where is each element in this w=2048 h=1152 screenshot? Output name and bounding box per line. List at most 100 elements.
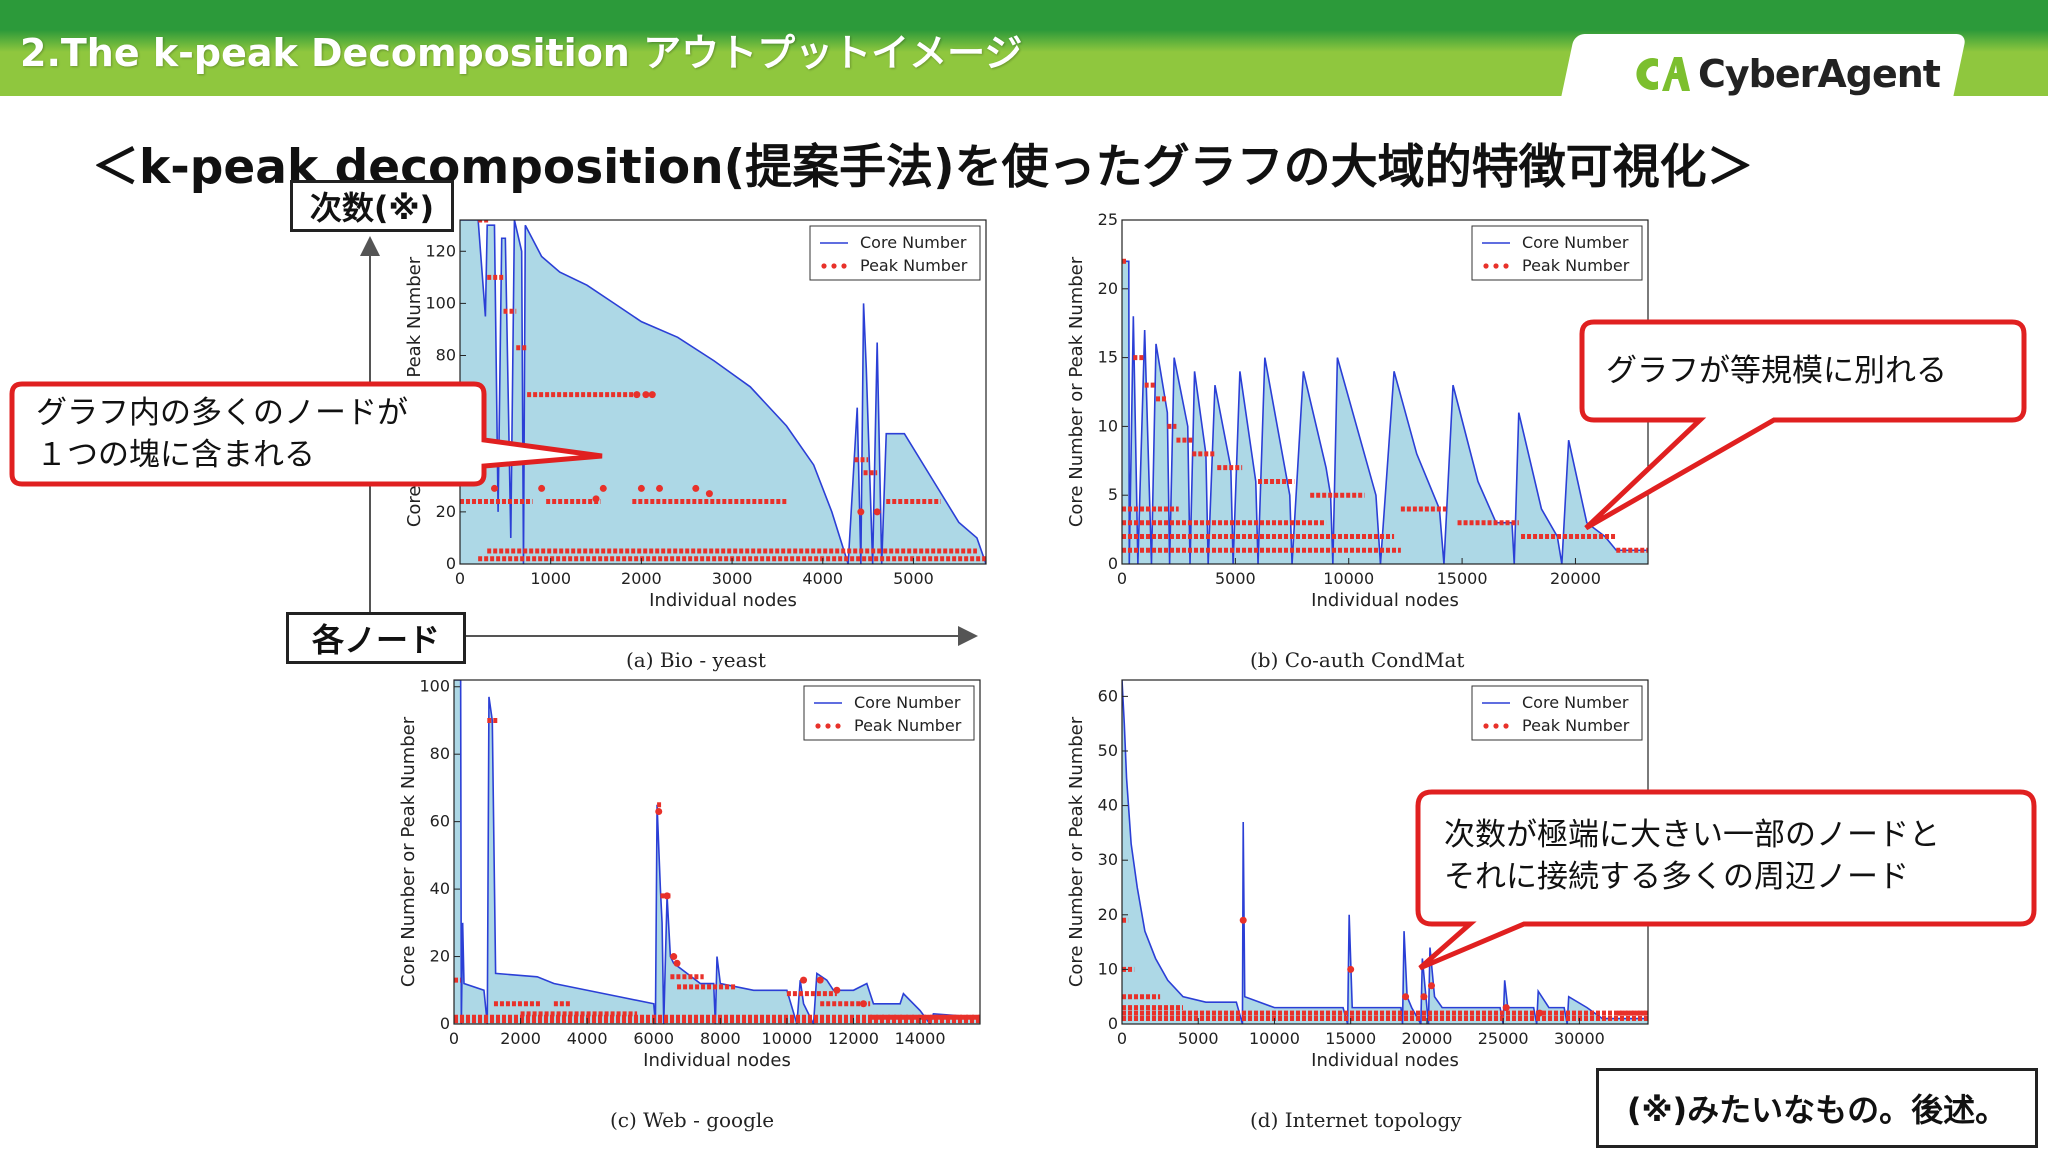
y-tick-label: 0 [440,1014,450,1033]
peak-number-point [1347,965,1355,973]
peak-number-point [816,976,824,984]
x-tick-label: 6000 [633,1029,674,1048]
caption-b: (b) Co-auth CondMat [1250,648,1465,672]
peak-number-point [1502,1004,1510,1012]
chart-svg: 0 5000 10000 15000 20000 25000 30000 0 10 20 30 40 5… [1066,679,1649,1071]
slide-title: 2.The k-peak Decomposition アウトプットイメージ [20,31,1023,75]
degree-label: 次数(※) [290,180,454,232]
callout-hub: 次数が極端に大きい一部のノードと それに接続する多くの周辺ノード [1444,814,1940,898]
chart-bio-yeast: 0 1000 2000 3000 4000 5000 0 20 40 60 80 100 120 Indi… [398,212,990,632]
x-tick-label: 25000 [1478,1029,1529,1048]
x-axis-label: Individual nodes [649,590,797,611]
caption-d: (d) Internet topology [1250,1108,1462,1132]
chart-svg: 0 5000 10000 15000 20000 0 5 10 15 20 25 Individual… [1066,210,1649,611]
x-axis-label: Individual nodes [1311,590,1459,611]
y-tick-label: 60 [430,812,450,831]
x-tick-label: 10000 [1249,1029,1300,1048]
x-tick-label: 0 [1117,1029,1127,1048]
y-tick-label: 10 [1098,416,1118,435]
x-tick-label: 3000 [712,569,753,588]
peak-number-point [648,391,656,399]
caption-c: (c) Web - google [610,1108,775,1132]
legend: Core Number Peak Number [803,685,975,741]
core-number-line [1122,260,1648,564]
legend-core-label: Core Number [854,693,961,712]
peak-number-point [800,976,808,984]
x-axis-label: Individual nodes [1311,1050,1459,1071]
y-tick-label: 0 [1108,1014,1118,1033]
x-tick-label: 15000 [1437,569,1488,588]
callout-one-block-line1: グラフ内の多くのノードが [36,395,408,431]
core-number-line [460,220,986,564]
x-tick-label: 1000 [530,569,571,588]
x-axis-label: Individual nodes [643,1050,791,1071]
x-tick-label: 12000 [828,1029,879,1048]
x-tick-label: 0 [455,569,465,588]
legend-peak-swatch [1493,723,1499,729]
legend-peak-swatch [835,723,841,729]
y-tick-label: 30 [1098,850,1118,869]
plot-area [1122,680,1648,1024]
logo-text: CyberAgent [1698,52,1941,96]
x-tick-label: 30000 [1554,1029,1605,1048]
legend-peak-label: Peak Number [854,716,962,735]
x-tick-label: 20000 [1401,1029,1452,1048]
y-tick-label: 40 [436,450,456,469]
peak-number-point [637,484,645,492]
caption-a: (a) Bio - yeast [626,648,766,672]
y-tick-label: 120 [425,241,456,260]
legend-peak-label: Peak Number [860,256,968,275]
peak-number-point [538,484,546,492]
x-tick-label: 10000 [1323,569,1374,588]
plot-frame [453,679,981,1025]
y-axis-label: Core Number or Peak Number [1066,716,1087,987]
peak-number-point [490,484,498,492]
peak-number-point [655,808,663,816]
y-tick-label: 20 [1098,905,1118,924]
peak-number-point [1536,1009,1544,1017]
peak-number-point [859,1000,867,1008]
core-number-line [454,680,980,1024]
legend-peak-swatch [841,263,847,269]
legend-core-label: Core Number [1522,693,1629,712]
callout-hub-line1: 次数が極端に大きい一部のノードと [1444,817,1940,853]
y-tick-label: 80 [430,744,450,763]
legend: Core Number Peak Number [1471,225,1643,281]
peak-number-point [692,484,700,492]
core-area [454,680,980,1024]
x-tick-label: 20000 [1550,569,1601,588]
legend-peak-swatch [831,263,837,269]
y-tick-label: 10 [1098,959,1118,978]
y-tick-label: 50 [1098,741,1118,760]
peak-number-point [642,391,650,399]
core-area [1122,680,1648,1024]
legend-box [1471,225,1643,281]
legend-peak-label: Peak Number [1522,256,1630,275]
x-tick-label: 0 [1117,569,1127,588]
y-tick-label: 100 [425,293,456,312]
legend-core-label: Core Number [860,233,967,252]
chart-svg: 0 1000 2000 3000 4000 5000 0 20 40 60 80 100 120 Indi… [404,219,987,611]
y-tick-label: 25 [1098,210,1118,229]
callout-hub-line2: それに接続する多くの周辺ノード [1444,859,1909,895]
y-axis-label: Core Number or Peak Number [398,716,419,987]
peak-number-point [857,508,865,516]
legend: Core Number Peak Number [809,225,981,281]
callout-one-block: グラフ内の多くのノードが １つの塊に含まれる [36,392,408,476]
y-tick-label: 15 [1098,348,1118,367]
y-tick-label: 20 [430,947,450,966]
legend-peak-swatch [825,723,831,729]
peak-number-point [705,490,713,498]
legend-peak-swatch [815,723,821,729]
x-tick-label: 2000 [621,569,662,588]
y-tick-label: 40 [430,879,450,898]
y-tick-label: 100 [419,677,450,696]
legend-box [803,685,975,741]
y-tick-label: 0 [1108,554,1118,573]
y-tick-label: 60 [1098,686,1118,705]
x-tick-label: 15000 [1325,1029,1376,1048]
callout-equal-split: グラフが等規模に別れる [1606,353,1947,389]
x-tick-label: 8000 [700,1029,741,1048]
peak-number-point [1402,993,1410,1001]
peak-number-point [663,892,671,900]
